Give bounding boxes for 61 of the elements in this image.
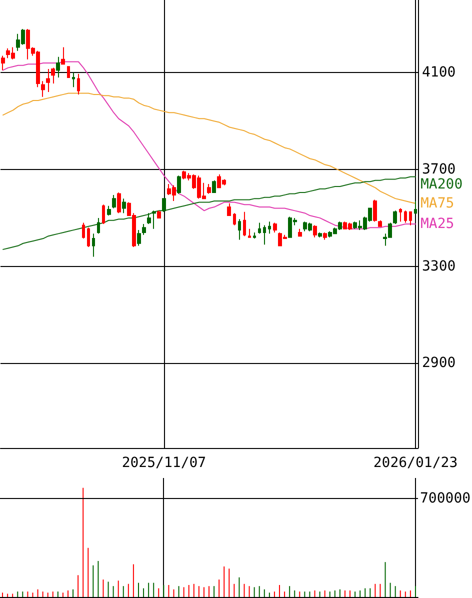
candlestick (414, 200, 417, 214)
candlestick (61, 46, 65, 65)
candlestick (248, 228, 251, 238)
line-series (2, 92, 416, 204)
candlestick (122, 198, 126, 214)
candlestick (41, 80, 45, 98)
candlestick (46, 68, 50, 93)
candlestick (212, 180, 216, 194)
candlestick (318, 232, 322, 238)
y-tick-label: 2900 (422, 355, 456, 372)
candlestick (404, 210, 407, 224)
x-tick-label: 2025/11/07 (122, 455, 206, 471)
candlestick (243, 211, 246, 237)
candlestick (177, 175, 181, 194)
series-label: MA25 (420, 216, 454, 232)
candlestick (92, 233, 95, 258)
candlestick (253, 232, 256, 240)
candlestick (378, 220, 382, 227)
candlestick (268, 221, 271, 234)
candlestick (72, 72, 75, 88)
line-series (2, 61, 416, 230)
candlestick (87, 227, 90, 248)
text: 700000 (420, 490, 471, 507)
candlestick (157, 210, 161, 218)
y-tick-label: 4100 (422, 64, 456, 81)
y-tick-label: 3700 (422, 162, 456, 178)
candlestick (97, 217, 100, 234)
candlestick (162, 198, 166, 212)
candlestick (313, 224, 317, 238)
candlestick (323, 232, 327, 240)
candlestick (227, 202, 231, 216)
candlestick (409, 211, 412, 226)
series-label: MA75 (420, 195, 454, 212)
candlestick (117, 192, 121, 214)
candlestick (102, 204, 105, 224)
candlestick (273, 222, 277, 233)
candlestick (207, 184, 211, 194)
candlestick (238, 218, 241, 240)
candlestick (152, 210, 156, 230)
line-series (2, 176, 416, 250)
x-tick-label: 2026/01/23 (373, 455, 458, 471)
candlestick (107, 205, 111, 216)
candlestick (298, 228, 302, 237)
candlestick (51, 67, 55, 84)
candlestick (137, 230, 141, 246)
candlestick (393, 210, 397, 224)
candlestick (1, 55, 5, 71)
candlestick (399, 208, 402, 222)
candlestick (233, 212, 236, 226)
series-label: MA200 (420, 176, 463, 193)
candlestick (258, 222, 261, 234)
candlestick (67, 66, 70, 78)
candlestick (263, 224, 266, 246)
candlestick (56, 56, 60, 78)
candlestick (77, 73, 80, 95)
candlestick (147, 212, 151, 224)
candlestick (373, 199, 377, 222)
y-tick-label: 3300 (422, 258, 456, 274)
candlestick (112, 194, 116, 209)
candlestick (82, 222, 85, 240)
candlestick (142, 224, 146, 236)
